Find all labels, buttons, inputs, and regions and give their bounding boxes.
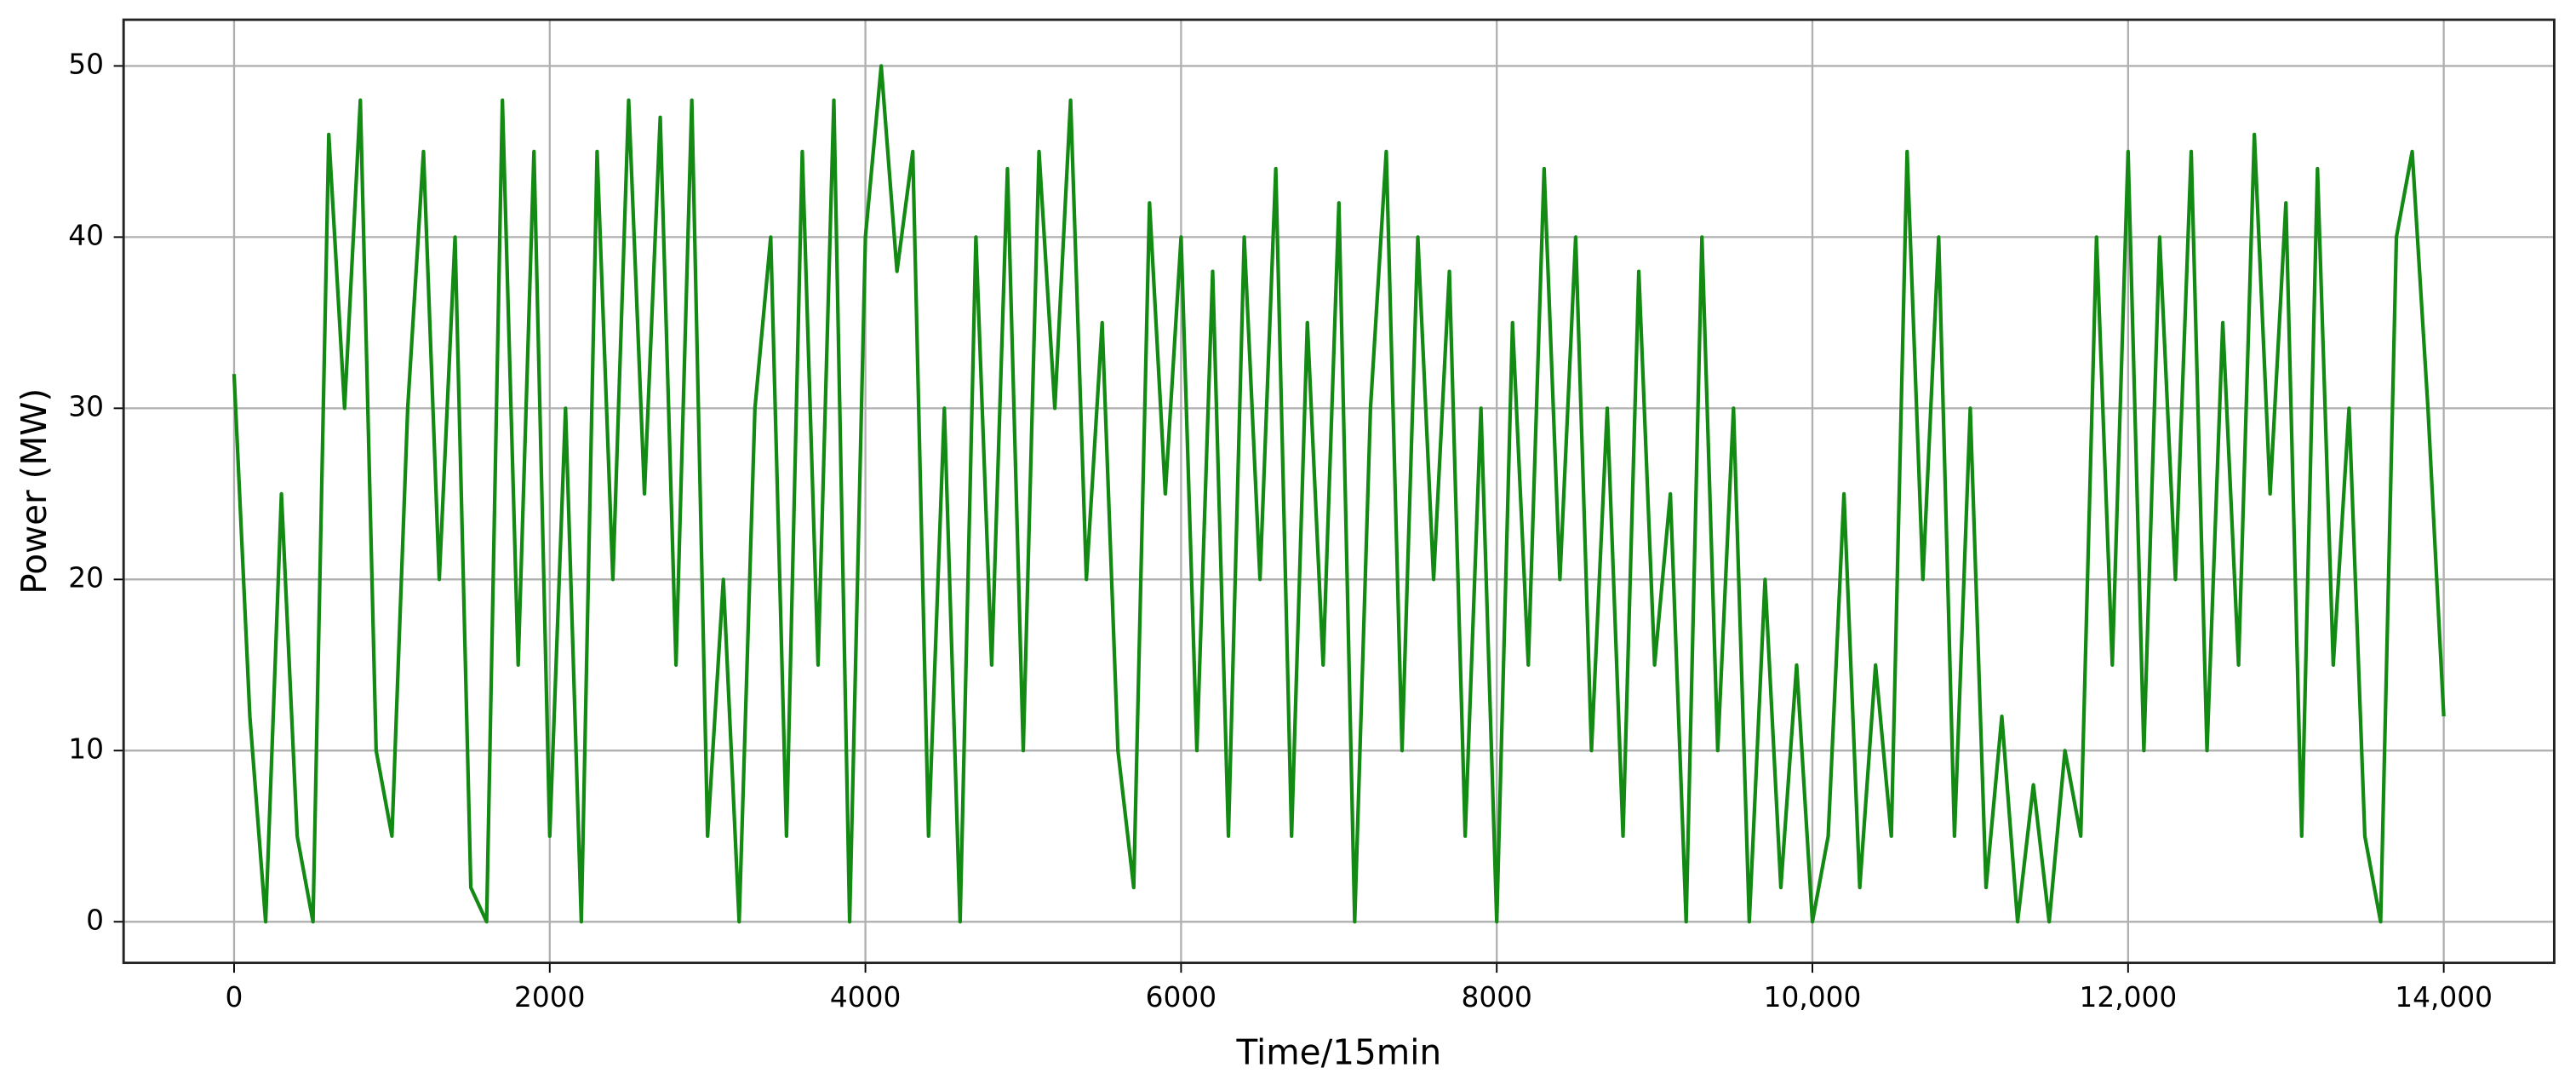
y-tick-label: 20 bbox=[68, 561, 104, 594]
plot-frame bbox=[122, 18, 2556, 964]
y-tick-label: 10 bbox=[68, 732, 104, 765]
x-tick-label: 6000 bbox=[1146, 981, 1216, 1013]
x-tick-label: 10,000 bbox=[1764, 981, 1862, 1013]
y-tick-label: 30 bbox=[68, 390, 104, 422]
x-tick-label: 8000 bbox=[1461, 981, 1531, 1013]
y-axis-label: Power (MW) bbox=[14, 388, 54, 594]
y-tick-label: 0 bbox=[86, 904, 104, 936]
x-tick-label: 2000 bbox=[514, 981, 585, 1013]
y-tick-label: 40 bbox=[68, 219, 104, 251]
x-tick-label: 4000 bbox=[830, 981, 901, 1013]
x-tick-label: 14,000 bbox=[2395, 981, 2493, 1013]
x-tick-label: 0 bbox=[226, 981, 243, 1013]
y-tick-label: 50 bbox=[68, 48, 104, 80]
x-tick-label: 12,000 bbox=[2079, 981, 2177, 1013]
x-axis-label: Time/15min bbox=[1235, 1032, 1441, 1073]
data-line bbox=[232, 64, 2446, 924]
